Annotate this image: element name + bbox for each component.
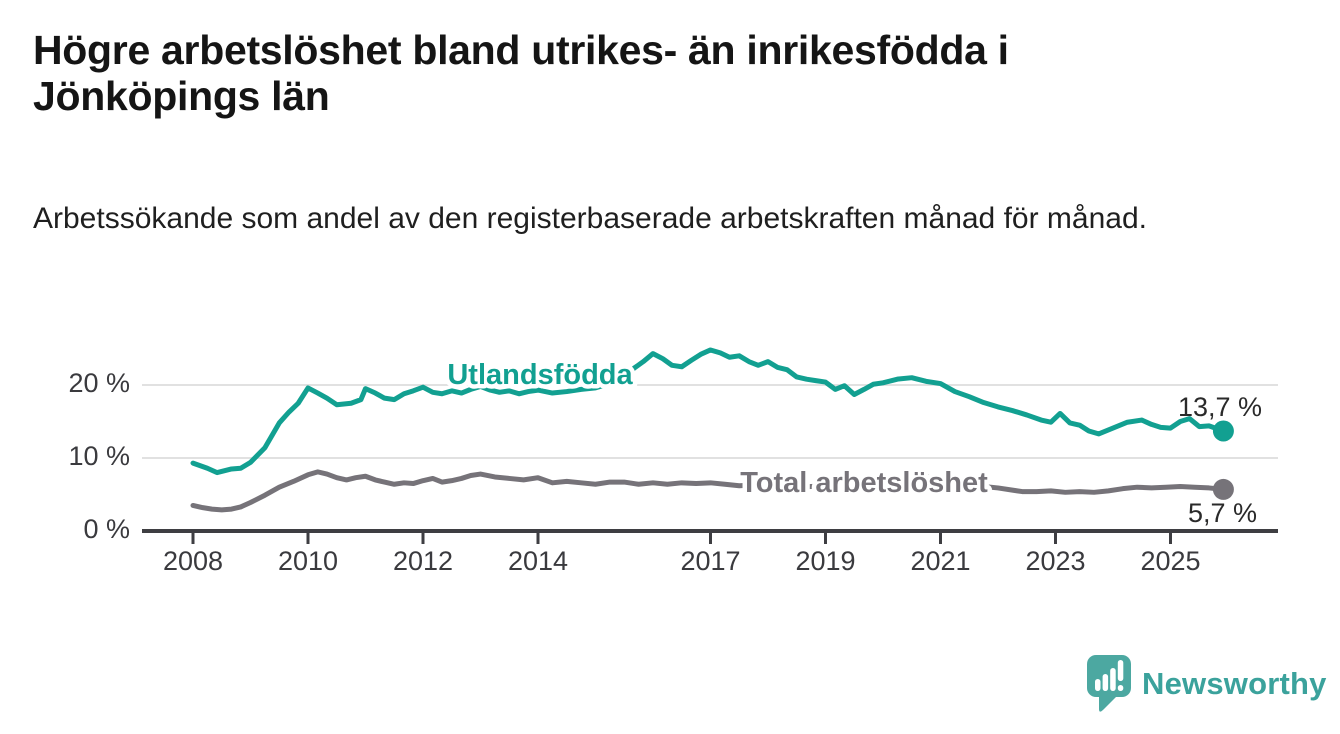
x-axis-label-2025: 2025 — [1140, 546, 1200, 576]
x-axis-label-2023: 2023 — [1025, 546, 1085, 576]
logo-exclamation-bar — [1117, 660, 1124, 681]
x-axis-label-2010: 2010 — [278, 546, 338, 576]
chart-subtitle: Arbetssökande som andel av den registerb… — [33, 202, 1147, 235]
newsworthy-logo-icon — [1087, 655, 1131, 712]
series-line-total-arbetsl-shet — [190, 469, 1226, 513]
x-axis-label-2021: 2021 — [910, 546, 970, 576]
brand-name: Newsworthy — [1142, 666, 1327, 701]
x-axis-label-2012: 2012 — [393, 546, 453, 576]
series-end-dot-utlandsf-dda — [1212, 420, 1234, 442]
x-axis-label-2008: 2008 — [163, 546, 223, 576]
x-axis-label-2017: 2017 — [680, 546, 740, 576]
logo-bubble-tail — [1099, 695, 1116, 712]
line-chart: 0 % 10 % 20 % 2008 2010 2012 2014 2017 2019 2021 2… — [68, 347, 1278, 576]
series-end-value-utlandsf-dda: 13,7 % — [1178, 392, 1262, 422]
x-axis-label-2019: 2019 — [795, 546, 855, 576]
y-axis-label-20: 20 % — [68, 368, 130, 398]
series-end-value-total-arbetsl-shet: 5,7 % — [1188, 498, 1257, 528]
chart-title: Högre arbetslöshet bland utrikes- än inr… — [33, 27, 1009, 119]
x-axis-label-2014: 2014 — [508, 546, 568, 576]
series-label-total-arbetsl-shet: Total arbetslöshet — [740, 467, 988, 499]
series-label-utlandsf-dda: Utlandsfödda — [447, 359, 633, 391]
y-axis-label-10: 10 % — [68, 441, 130, 471]
logo-bar-1 — [1095, 679, 1101, 691]
brand-footer: Newsworthy — [1086, 654, 1327, 714]
series-line-utlandsf-dda — [190, 347, 1226, 476]
logo-exclamation-dot — [1117, 685, 1124, 691]
y-axis-label-0: 0 % — [83, 514, 130, 544]
logo-bar-2 — [1102, 674, 1109, 691]
logo-bubble — [1087, 655, 1131, 697]
series-end-dot-total-arbetsl-shet — [1212, 478, 1234, 500]
logo-bar-3 — [1110, 668, 1116, 691]
